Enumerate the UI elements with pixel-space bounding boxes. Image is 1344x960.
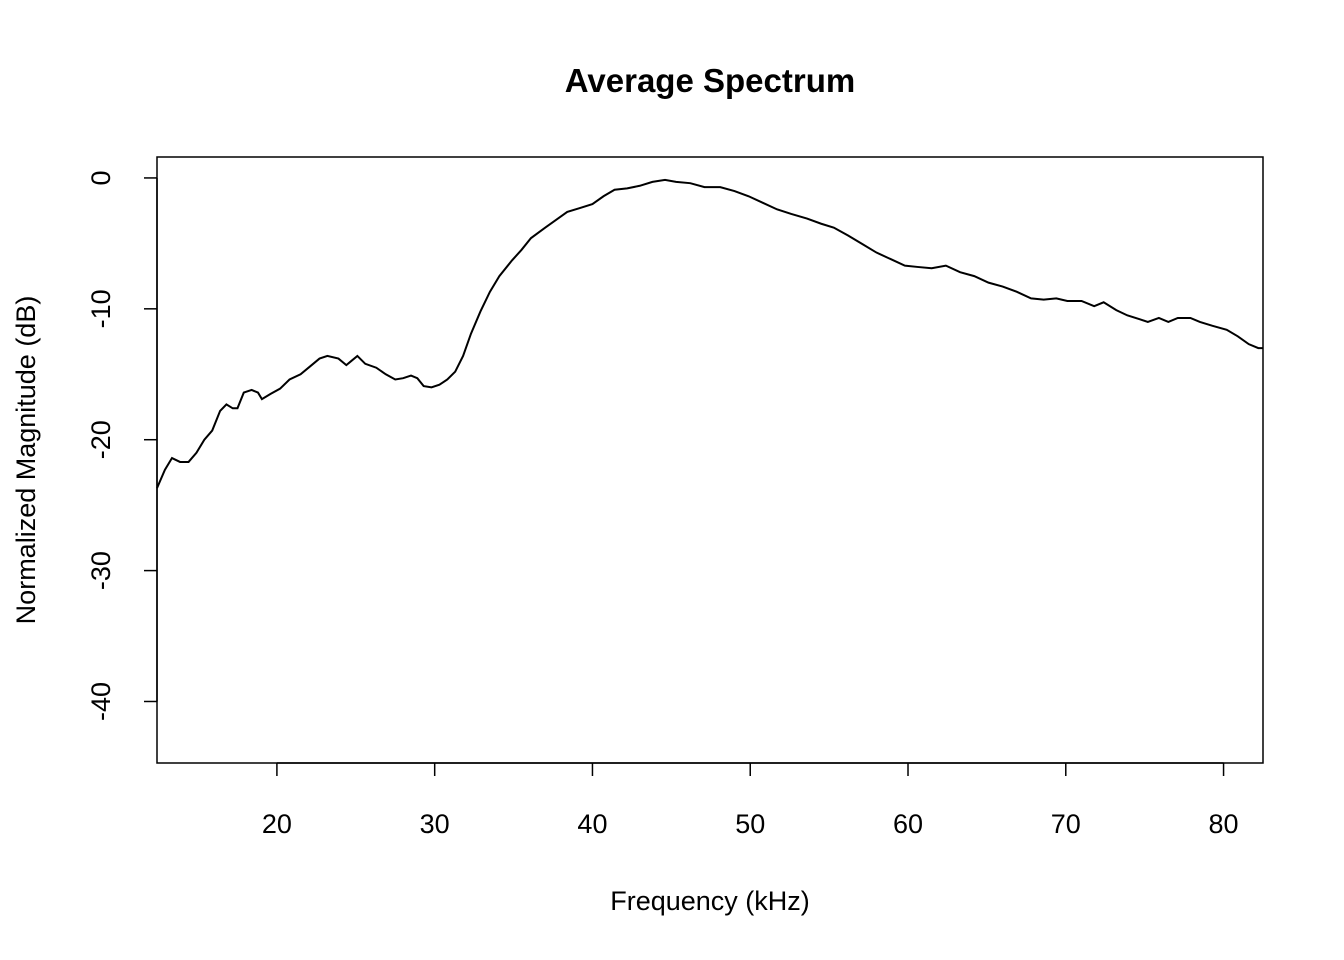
y-axis-label: Normalized Magnitude (dB)	[11, 296, 41, 625]
x-tick-label: 40	[577, 809, 607, 839]
y-tick-label: -20	[86, 420, 116, 459]
x-tick-label: 30	[420, 809, 450, 839]
x-tick-label: 20	[262, 809, 292, 839]
x-tick-label: 60	[893, 809, 923, 839]
y-tick-label: -10	[86, 289, 116, 328]
spectrum-line	[156, 178, 1263, 489]
plot-box	[156, 156, 1264, 764]
y-tick-label: 0	[86, 170, 116, 185]
x-tick-label: 50	[735, 809, 765, 839]
chart-title: Average Spectrum	[565, 62, 855, 99]
y-tick-label: -30	[86, 551, 116, 590]
x-axis-label: Frequency (kHz)	[610, 886, 810, 916]
y-tick-label: -40	[86, 682, 116, 721]
x-tick-label: 70	[1051, 809, 1081, 839]
x-tick-label: 80	[1209, 809, 1239, 839]
